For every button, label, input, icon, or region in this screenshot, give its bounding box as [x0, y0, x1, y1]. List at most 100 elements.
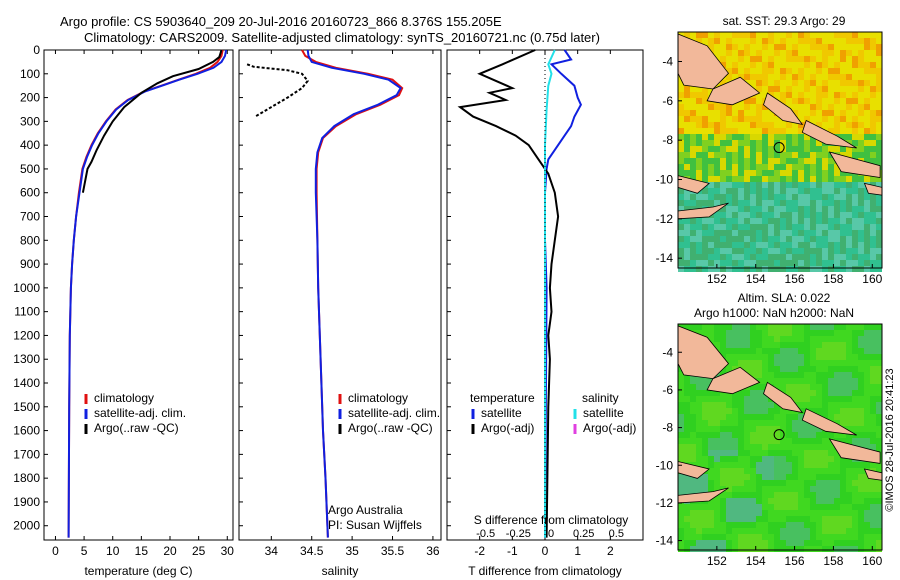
map-cell [744, 188, 750, 194]
map-cell [726, 486, 732, 492]
map-cell [756, 200, 762, 206]
map-cell [798, 474, 804, 480]
map-cell [816, 152, 822, 158]
map-cell [864, 176, 870, 182]
map-cell [852, 260, 858, 266]
map-cell [702, 134, 708, 140]
map-cell [858, 98, 864, 104]
map-cell [738, 56, 744, 62]
map-cell [690, 510, 696, 516]
map-cell [816, 342, 822, 348]
map-cell [726, 152, 732, 158]
map-cell [726, 468, 732, 474]
map-cell [726, 432, 732, 438]
map-cell [816, 164, 822, 170]
map-cell [720, 504, 726, 510]
map-cell [684, 230, 690, 236]
map-cell [858, 194, 864, 200]
map-cell [876, 402, 882, 408]
map-cell [840, 540, 846, 546]
map-cell [738, 254, 744, 260]
map-cell [822, 540, 828, 546]
map-cell [756, 414, 762, 420]
map-cell [810, 438, 816, 444]
map-cell [732, 188, 738, 194]
map-cell [822, 56, 828, 62]
map-cell [804, 38, 810, 44]
map-cell [828, 116, 834, 122]
map-cell [810, 200, 816, 206]
map-cell [732, 146, 738, 152]
map-cell [762, 140, 768, 146]
map-cell [876, 366, 882, 372]
map-cell [804, 152, 810, 158]
map-cell [804, 74, 810, 80]
map-cell [762, 116, 768, 122]
map-cell [726, 236, 732, 242]
map-cell [870, 372, 876, 378]
map-x-tick-label: 156 [785, 272, 805, 286]
map-cell [786, 248, 792, 254]
map-cell [744, 396, 750, 402]
map-cell [792, 522, 798, 528]
map-cell [810, 164, 816, 170]
map-cell [726, 504, 732, 510]
map-cell [792, 456, 798, 462]
map-cell [816, 80, 822, 86]
map-cell [846, 354, 852, 360]
map-cell [762, 122, 768, 128]
map-cell [768, 242, 774, 248]
map-cell [840, 348, 846, 354]
map-cell [774, 152, 780, 158]
map-cell [852, 38, 858, 44]
map-cell [786, 432, 792, 438]
map-cell [762, 56, 768, 62]
x-tick-label: 0 [542, 544, 549, 558]
map-cell [690, 528, 696, 534]
map-cell [840, 236, 846, 242]
map-cell [720, 44, 726, 50]
map-cell [732, 230, 738, 236]
map-cell [828, 336, 834, 342]
map-cell [834, 384, 840, 390]
map-cell [822, 480, 828, 486]
map-cell [750, 474, 756, 480]
map-cell [810, 516, 816, 522]
map-cell [714, 390, 720, 396]
map-cell [876, 146, 882, 152]
map-cell [822, 372, 828, 378]
map-cell [810, 38, 816, 44]
map-cell [678, 378, 684, 384]
map-cell [798, 32, 804, 38]
y-tick-label: 200 [20, 91, 40, 105]
map-cell [768, 260, 774, 266]
map-cell [696, 480, 702, 486]
map-cell [780, 474, 786, 480]
map-cell [846, 230, 852, 236]
map-cell [768, 462, 774, 468]
map-cell [702, 390, 708, 396]
map-cell [732, 462, 738, 468]
map-cell [738, 420, 744, 426]
map-cell [756, 236, 762, 242]
map-cell [792, 396, 798, 402]
map-cell [714, 456, 720, 462]
map-cell [750, 206, 756, 212]
map-cell [738, 122, 744, 128]
map-cell [768, 492, 774, 498]
map-cell [792, 354, 798, 360]
map-cell [870, 330, 876, 336]
map-cell [804, 140, 810, 146]
map-cell [852, 348, 858, 354]
map-cell [816, 254, 822, 260]
map-cell [810, 176, 816, 182]
map-cell [846, 372, 852, 378]
map-cell [720, 534, 726, 540]
map-cell [804, 534, 810, 540]
map-cell [774, 414, 780, 420]
map-cell [708, 540, 714, 546]
map-cell [834, 62, 840, 68]
map-cell [792, 462, 798, 468]
map-cell [714, 38, 720, 44]
map-cell [744, 540, 750, 546]
